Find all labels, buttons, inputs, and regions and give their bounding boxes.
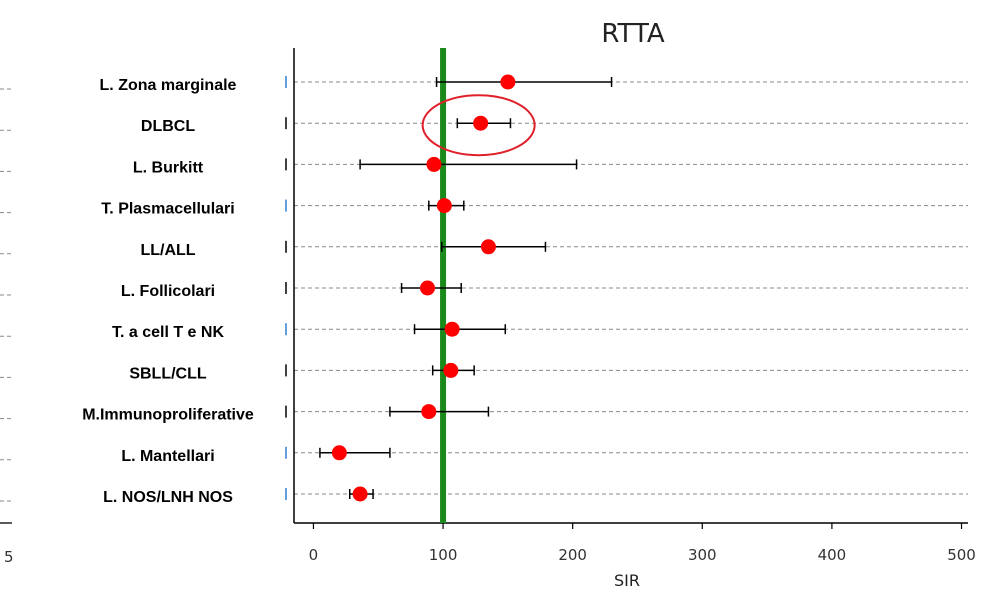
- category-labels: L. Zona marginale DLBCL L. Burkitt T. Plasm…: [82, 77, 254, 506]
- point-estimate: [352, 486, 368, 502]
- x-tick-label: 0: [309, 546, 319, 564]
- point-estimate: [420, 280, 436, 296]
- chart-title: RTTA: [601, 19, 664, 49]
- x-tick-label: 300: [688, 546, 717, 564]
- axes: [293, 48, 968, 529]
- x-tick-label: 100: [429, 546, 458, 564]
- point-estimate: [473, 115, 489, 131]
- category-label: T. Plasmacellulari: [101, 201, 234, 218]
- category-label: LL/ALL: [140, 242, 195, 259]
- x-tick-labels: 0 100 200 300 400 500: [309, 546, 976, 564]
- category-label: L. NOS/LNH NOS: [103, 489, 233, 506]
- point-estimates: [331, 74, 516, 502]
- category-label: L. Zona marginale: [100, 77, 237, 94]
- point-estimate: [426, 156, 442, 172]
- category-label: L. Mantellari: [121, 448, 214, 465]
- x-axis-title: SIR: [614, 571, 640, 590]
- point-estimate: [421, 404, 437, 420]
- point-estimate: [480, 239, 496, 255]
- point-estimate: [331, 445, 347, 461]
- left-edge-tick-label: 5: [4, 548, 14, 566]
- category-label: M.Immunoproliferative: [82, 407, 254, 424]
- point-estimate: [444, 321, 460, 337]
- category-label: L. Follicolari: [121, 283, 215, 300]
- point-estimate: [443, 362, 459, 378]
- x-tick-label: 500: [947, 546, 976, 564]
- point-estimate: [500, 74, 516, 90]
- category-label: T. a cell T e NK: [112, 324, 224, 341]
- confidence-intervals: [319, 77, 613, 499]
- category-label: DLBCL: [141, 118, 195, 135]
- highlight-ellipse: [421, 94, 536, 157]
- left-panel-fragment: [0, 88, 12, 524]
- highlight-annotation: [421, 94, 536, 157]
- gridlines: [285, 76, 968, 500]
- x-tick-label: 200: [558, 546, 587, 564]
- point-estimate: [436, 198, 452, 214]
- x-tick-label: 400: [818, 546, 847, 564]
- category-label: SBLL/CLL: [129, 365, 207, 382]
- category-label: L. Burkitt: [133, 159, 204, 176]
